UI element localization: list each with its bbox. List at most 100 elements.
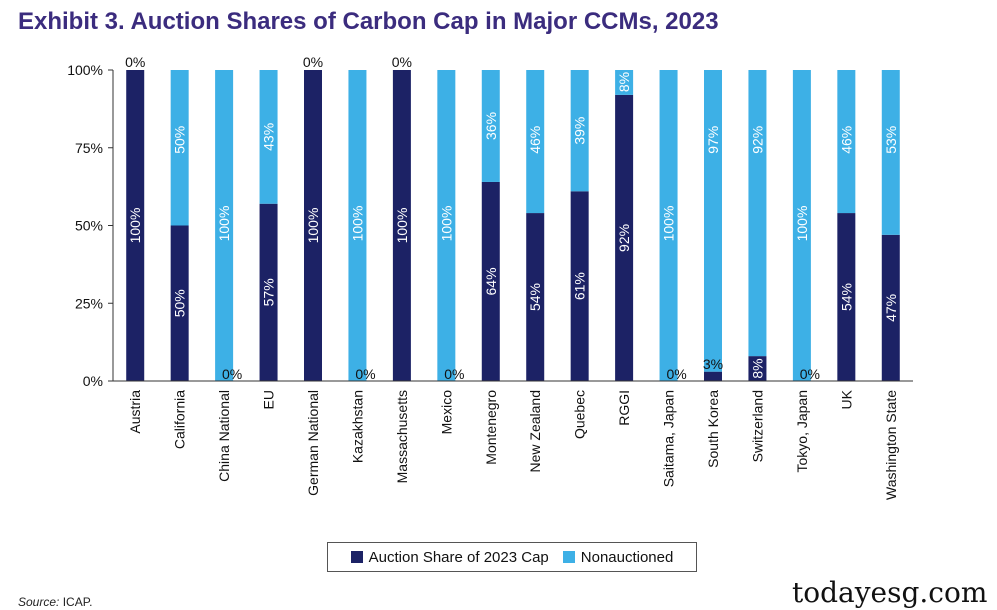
stacked-bar-chart: 0% 25% 50% 75% 100% 100% 0% 50% 50% 0% 100% 57% 43%… [67, 54, 913, 500]
x-tick-label: UK [838, 389, 854, 409]
bar-auctioned [304, 70, 322, 381]
y-tick-label: 100% [67, 62, 103, 78]
label-nonauctioned: 43% [261, 123, 277, 151]
legend-label-nonauctioned: Nonauctioned [580, 548, 674, 566]
bar-nonauctioned [748, 70, 767, 357]
x-tick-label: Washington State [883, 390, 899, 500]
label-nonauctioned: 0% [392, 54, 412, 70]
label-auctioned: 54% [527, 283, 543, 311]
legend: Auction Share of 2023 Cap Nonauctioned [327, 542, 697, 572]
label-auctioned: 50% [172, 289, 188, 317]
source-note: Source: ICAP. [18, 595, 93, 609]
bar-nonauctioned [215, 70, 234, 381]
label-nonauctioned: 8% [616, 72, 632, 92]
label-nonauctioned: 100% [216, 206, 232, 242]
label-nonauctioned: 0% [303, 54, 323, 70]
watermark: todayesg.com [792, 576, 988, 609]
x-tick-label: China National [216, 390, 232, 482]
label-auctioned: 8% [749, 358, 765, 378]
label-auctioned: 100% [394, 208, 410, 244]
bar-nonauctioned [881, 70, 900, 235]
label-auctioned: 0% [222, 366, 242, 382]
y-tick-label: 50% [75, 218, 103, 234]
bar-auctioned [126, 70, 145, 381]
label-auctioned: 0% [800, 366, 820, 382]
x-tick-label: Quebec [572, 390, 588, 439]
label-auctioned: 92% [616, 224, 632, 252]
label-nonauctioned: 100% [438, 206, 454, 242]
x-tick-label: South Korea [705, 390, 721, 468]
label-auctioned: 0% [666, 366, 686, 382]
bar-nonauctioned [570, 70, 589, 192]
x-tick-label: Tokyo, Japan [794, 390, 810, 473]
bar-nonauctioned [615, 70, 634, 95]
label-auctioned: 64% [483, 267, 499, 295]
legend-swatch-auctioned [350, 551, 363, 563]
label-auctioned: 0% [444, 366, 464, 382]
x-tick-label: EU [261, 390, 277, 409]
x-tick-label: Montenegro [483, 390, 499, 465]
bar-auctioned [526, 213, 545, 381]
x-tick-label: Mexico [438, 390, 454, 435]
bar-nonauctioned [259, 70, 278, 204]
label-auctioned: 3% [703, 356, 723, 372]
bar-labels: 100% 0% 50% 50% 0% 100% 57% 43% 100% 0% 0% 100% 100%… [125, 54, 899, 382]
x-tick-label: RGGI [616, 390, 632, 426]
legend-label-auctioned: Auction Share of 2023 Cap [368, 548, 549, 566]
bar-auctioned [392, 70, 411, 381]
source-value: ICAP. [62, 595, 93, 609]
bars [126, 70, 900, 381]
x-tick-label: New Zealand [527, 390, 543, 473]
label-nonauctioned: 50% [172, 126, 188, 154]
label-nonauctioned: 0% [125, 54, 145, 70]
bar-auctioned [170, 225, 189, 381]
label-auctioned: 0% [355, 366, 375, 382]
y-tick-label: 75% [75, 140, 103, 156]
label-nonauctioned: 100% [794, 206, 810, 242]
source-label: Source: [18, 595, 60, 609]
bar-auctioned [748, 356, 767, 381]
bar-nonauctioned [170, 70, 189, 226]
chart-title: Exhibit 3. Auction Shares of Carbon Cap … [18, 8, 719, 35]
label-nonauctioned: 92% [749, 126, 765, 154]
bar-nonauctioned [704, 70, 722, 372]
bar-auctioned [704, 371, 722, 381]
y-tick-label: 25% [75, 295, 103, 311]
label-nonauctioned: 46% [838, 126, 854, 154]
bar-nonauctioned [481, 70, 500, 182]
bar-nonauctioned [437, 70, 456, 381]
label-nonauctioned: 100% [349, 206, 365, 242]
bar-auctioned [259, 203, 278, 381]
y-tick-label: 0% [83, 373, 103, 389]
x-axis: Austria California China National EU German … [113, 380, 913, 500]
bar-auctioned [881, 234, 900, 381]
label-nonauctioned: 97% [705, 126, 721, 154]
bar-auctioned [837, 213, 856, 381]
legend-swatch-nonauctioned [562, 551, 575, 563]
legend-item-auctioned: Auction Share of 2023 Cap [350, 548, 549, 566]
label-auctioned: 100% [305, 208, 321, 244]
label-nonauctioned: 39% [572, 117, 588, 145]
label-nonauctioned: 53% [883, 126, 899, 154]
x-tick-label: Switzerland [749, 390, 765, 462]
x-tick-label: Massachusetts [394, 390, 410, 483]
bar-auctioned [570, 191, 589, 381]
bar-auctioned [481, 181, 500, 381]
x-tick-label: Austria [127, 390, 143, 434]
bar-nonauctioned [837, 70, 856, 214]
x-tick-label: Saitama, Japan [661, 390, 677, 487]
x-tick-label: California [172, 390, 188, 449]
label-auctioned: 100% [127, 208, 143, 244]
bar-nonauctioned [526, 70, 545, 214]
legend-item-nonauctioned: Nonauctioned [562, 548, 674, 566]
x-tick-label: German National [305, 390, 321, 496]
bar-auctioned [615, 94, 634, 381]
label-auctioned: 61% [572, 272, 588, 300]
label-auctioned: 47% [883, 294, 899, 322]
label-nonauctioned: 36% [483, 112, 499, 140]
label-nonauctioned: 46% [527, 126, 543, 154]
label-auctioned: 54% [838, 283, 854, 311]
x-tick-label: Kazakhstan [349, 390, 365, 463]
label-auctioned: 57% [261, 278, 277, 306]
y-axis: 0% 25% 50% 75% 100% [67, 62, 114, 389]
